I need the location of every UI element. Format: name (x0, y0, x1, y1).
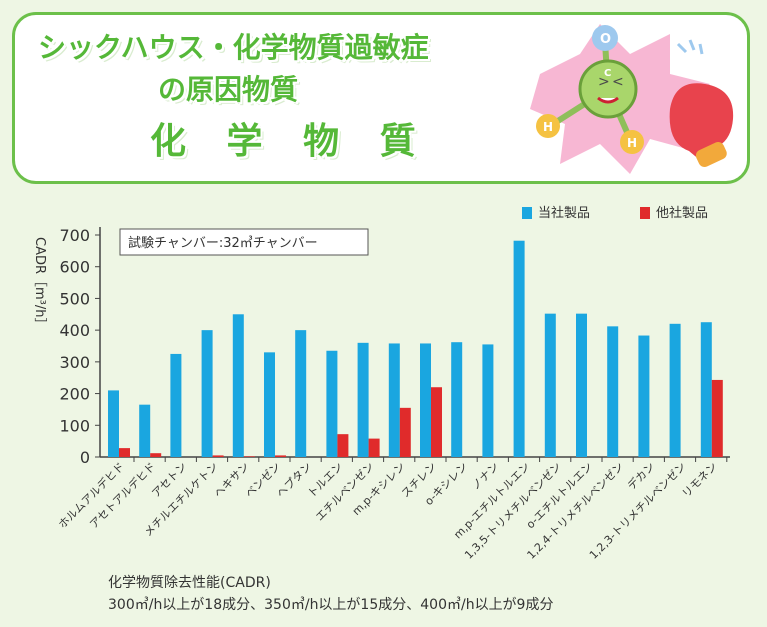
bar-others (212, 455, 224, 457)
cadr-bar-chart: 0100200300400500600700CADR［m³/h］ホルムアルデヒド… (32, 205, 730, 562)
y-tick-label: 400 (59, 321, 90, 340)
hydrogen-atom-icon (620, 130, 644, 154)
bar-ours (357, 342, 369, 457)
bar-ours (108, 390, 119, 457)
oxygen-atom-icon (592, 25, 618, 51)
glove-cuff (695, 141, 727, 168)
svg-text:>: > (598, 74, 610, 90)
svg-text:<: < (612, 74, 624, 90)
bar-ours (607, 326, 619, 457)
bar-ours (201, 330, 213, 457)
title-line-3: 化 学 物 質 (150, 121, 430, 162)
legend-label-ours: 当社製品 (538, 205, 590, 221)
bar-ours (295, 330, 307, 457)
bar-ours (139, 404, 151, 457)
molecule-illustration: > < O C H H (530, 24, 734, 174)
y-tick-label: 300 (59, 353, 90, 372)
bar-others (399, 407, 411, 457)
bar-ours (513, 240, 525, 457)
atom-label: O (600, 32, 611, 47)
atom-label: H (627, 136, 637, 150)
bar-others (275, 455, 286, 457)
footnote-title: 化学物質除去性能(CADR) (108, 575, 271, 591)
bar-others (431, 387, 442, 457)
bar-ours (576, 313, 587, 457)
legend-label-others: 他社製品 (656, 205, 708, 221)
chart-root: 0100200300400500600700CADR［m³/h］ホルムアルデヒド… (32, 226, 730, 562)
boxing-glove-icon (669, 83, 734, 161)
x-tick-label: リモネン (680, 460, 720, 500)
carbon-face-icon (578, 59, 638, 119)
title-line-2: の原因物質 (158, 73, 299, 106)
y-tick-label: 700 (59, 226, 90, 245)
bar-others (337, 434, 349, 457)
bar-ours (544, 313, 556, 457)
bar-others (711, 379, 723, 457)
y-tick-label: 600 (59, 258, 90, 277)
annotation-box (119, 228, 369, 256)
bar-ours (388, 343, 400, 457)
chamber-annotation: 試験チャンバー:32㎥チャンバー (128, 235, 318, 251)
y-tick-label: 100 (59, 416, 90, 435)
y-tick-label: 500 (59, 289, 90, 308)
y-axis-label: CADR［m³/h］ (32, 237, 47, 331)
y-tick-label: 0 (80, 448, 90, 467)
footnote-detail: 300㎥/h以上が18成分、350㎥/h以上が15成分、400㎥/h以上が9成分 (108, 597, 554, 613)
bar-others (150, 453, 162, 457)
legend-swatch-ours (522, 207, 532, 219)
bar-others (119, 448, 130, 457)
hydrogen-atom-icon (536, 114, 560, 138)
bar-ours (700, 322, 712, 457)
atom-label: C (604, 68, 611, 79)
bar-ours (170, 353, 182, 457)
bar-others (243, 456, 255, 457)
bar-ours (669, 323, 681, 457)
title-line-1: シックハウス・化学物質過敏症 (38, 31, 429, 64)
bar-ours (232, 314, 244, 457)
bar-others (368, 438, 380, 457)
bar-ours (638, 335, 650, 457)
atom-label: H (543, 120, 553, 134)
legend-swatch-others (640, 207, 650, 219)
bar-ours (326, 350, 338, 457)
bar-ours (482, 344, 494, 457)
bar-ours (451, 342, 463, 457)
bar-ours (264, 352, 275, 457)
bar-ours (420, 343, 431, 457)
y-tick-label: 200 (59, 385, 90, 404)
